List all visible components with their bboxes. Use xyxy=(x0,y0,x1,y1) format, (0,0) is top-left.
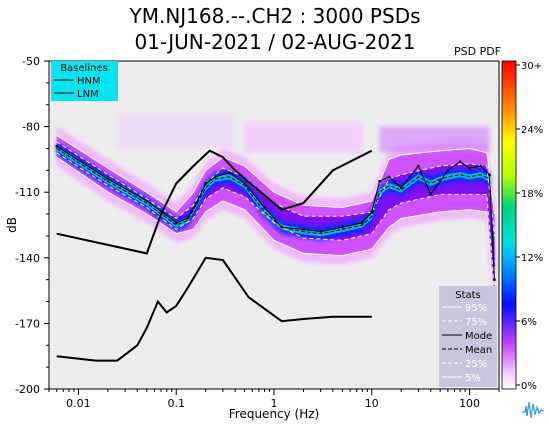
mode-point xyxy=(341,225,344,229)
hnm-legend-label: HNM xyxy=(77,76,101,87)
colorbar-tick-label: 24% xyxy=(521,125,543,136)
mode-point xyxy=(319,230,322,233)
series-line-95pct xyxy=(56,134,495,215)
colorbar-tick-label: 0% xyxy=(521,381,537,392)
mode-point xyxy=(194,201,198,205)
p5-legend-label: 5% xyxy=(465,373,481,384)
lnm-legend-label: LNM xyxy=(77,89,99,100)
series-line-25pct xyxy=(56,152,495,291)
mode-point xyxy=(302,228,305,231)
p95-legend-label: 95% xyxy=(465,303,487,314)
x-axis: 0.01 0.1 1 10 100 xyxy=(48,389,500,410)
seismogram-logo-icon xyxy=(520,398,546,422)
series-lines xyxy=(55,134,496,362)
mode-point xyxy=(106,177,110,181)
mode-point xyxy=(458,160,462,163)
colorbar-tick-label: 12% xyxy=(521,253,543,264)
series-line-5pct xyxy=(56,156,495,313)
p25-legend-label: 25% xyxy=(465,359,487,370)
baselines-legend-title: Baselines xyxy=(60,63,108,74)
colorbar-label: PSD PDF xyxy=(454,45,502,58)
colorbar-tick-label: 30+ xyxy=(521,61,542,72)
mode-point xyxy=(446,169,450,172)
mode-point xyxy=(493,278,496,281)
mode-point xyxy=(204,182,207,185)
mode-point xyxy=(370,210,374,214)
stats-legend: Stats 95% 75% Mode Mean 25% 5% xyxy=(439,286,497,387)
y-tick-label: -170 xyxy=(15,317,40,330)
chart-title-line1: YM.NJ168.--.CH2 : 3000 PSDs xyxy=(129,4,421,28)
x-tick-label: 10 xyxy=(365,397,379,410)
y-axis: -200 -170 -140 -110 -80 -50 xyxy=(15,55,49,396)
mode-point xyxy=(145,199,149,203)
mode-point xyxy=(438,179,442,183)
mode-point xyxy=(186,217,189,220)
x-axis-label: Frequency (Hz) xyxy=(229,407,320,421)
heatmap-lf-smear xyxy=(117,113,236,149)
series-line-75pct xyxy=(56,141,495,236)
mode-point xyxy=(429,193,432,196)
series-line-hnm xyxy=(56,149,373,255)
mode-point xyxy=(213,175,217,179)
x-tick-label: 100 xyxy=(459,397,480,410)
mode-point xyxy=(417,164,420,168)
y-axis-label: dB xyxy=(5,217,19,233)
mean-legend-label: Mean xyxy=(465,345,492,356)
x-tick-label: 1 xyxy=(271,397,278,410)
mode-legend-label: Mode xyxy=(465,331,492,342)
mode-point xyxy=(488,173,491,177)
mode-point xyxy=(280,225,284,229)
colorbar xyxy=(501,60,517,390)
baselines-legend: Baselines HNM LNM xyxy=(51,61,118,101)
series-line-lnm xyxy=(56,256,372,362)
series-line-mean xyxy=(56,148,495,269)
y-tick-label: -200 xyxy=(15,383,40,396)
y-tick-label: -140 xyxy=(15,252,40,265)
mode-point xyxy=(361,221,364,225)
y-tick-label: -110 xyxy=(15,186,40,199)
x-tick-label: 0.01 xyxy=(66,397,91,410)
mode-point xyxy=(479,164,483,168)
x-tick-label: 0.1 xyxy=(167,397,185,410)
mode-point xyxy=(378,179,381,183)
heatmap-mid-smear xyxy=(244,122,363,153)
mode-point xyxy=(55,144,59,148)
colorbar-tick-label: 6% xyxy=(521,317,537,328)
mode-point xyxy=(399,186,403,190)
mode-point xyxy=(243,182,246,185)
mode-point xyxy=(387,175,391,179)
colorbar-ticks: 30+ 24% 18% 12% 6% 0% xyxy=(516,61,543,392)
stats-legend-title: Stats xyxy=(455,290,481,301)
mode-point xyxy=(263,206,266,209)
psd-density-heatmap xyxy=(56,113,495,322)
mode-point xyxy=(174,221,178,225)
y-tick-label: -50 xyxy=(22,55,40,68)
stats-legend-box xyxy=(439,286,497,387)
y-tick-label: -80 xyxy=(22,121,40,134)
mode-point xyxy=(228,171,231,174)
mode-point xyxy=(468,166,471,170)
p75-legend-label: 75% xyxy=(465,317,487,328)
colorbar-tick-label: 18% xyxy=(521,189,543,200)
baselines-legend-box xyxy=(51,61,118,101)
chart-title-line2: 01-JUN-2021 / 02-AUG-2021 xyxy=(134,30,416,54)
